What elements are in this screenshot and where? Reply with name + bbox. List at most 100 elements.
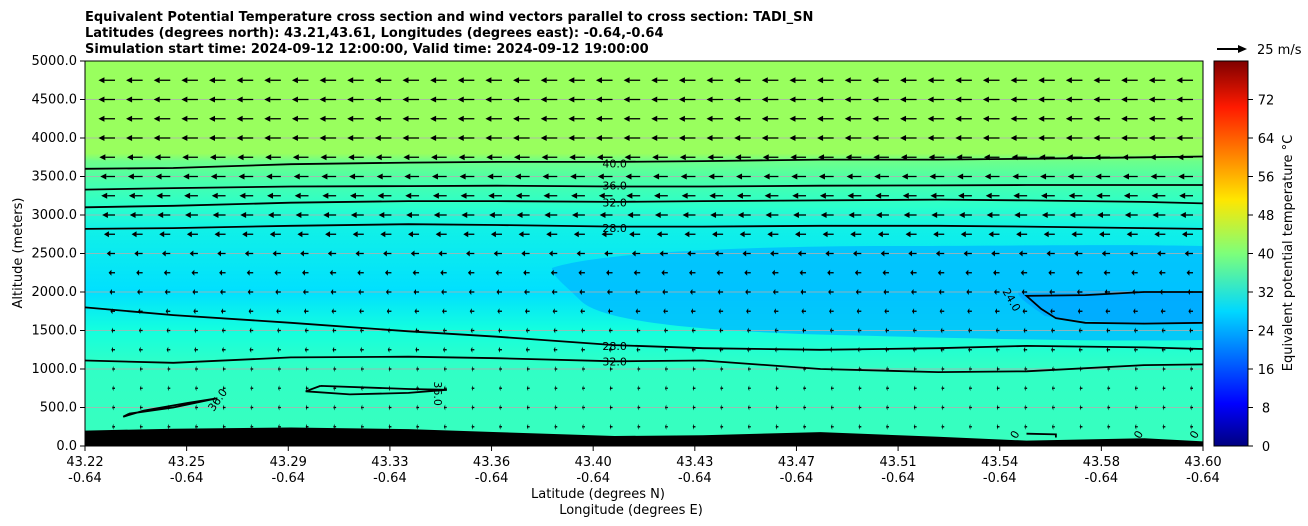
colorbar-tick-label: 56 [1258, 171, 1275, 186]
wind-vector-head [526, 385, 529, 392]
contour-line-36 [305, 385, 447, 396]
wind-vector-head [250, 385, 252, 392]
wind-vector-head [333, 366, 335, 372]
wind-vector-head [1176, 135, 1183, 141]
wind-vector-head [653, 173, 660, 180]
wind-vector-head [292, 154, 299, 161]
wind-vector-head [1010, 96, 1017, 103]
wind-vector-head [1023, 346, 1026, 353]
wind-vector-head [349, 173, 356, 180]
wind-vector-head [1149, 154, 1156, 161]
wind-vector-head [242, 231, 248, 238]
wind-vector-head [513, 96, 520, 103]
contour-label: 40.0 [602, 157, 627, 170]
wind-vector-head [1049, 289, 1052, 295]
wind-vector-head [237, 154, 244, 161]
wind-vector-head [608, 346, 611, 353]
wind-vector-head [304, 327, 307, 334]
x-tick-label-lon: -0.64 [475, 471, 509, 486]
wind-vector-head [845, 154, 852, 161]
wind-vector-head [609, 366, 612, 372]
wind-vector-head [1121, 135, 1128, 141]
wind-vector-head [319, 96, 326, 103]
wind-vector-head [319, 135, 326, 141]
wind-vector-head [195, 423, 197, 430]
wind-vector-head [466, 250, 470, 257]
wind-vector-head [222, 423, 225, 430]
wind-vector-head [968, 346, 970, 353]
cold-pool-region [552, 245, 1203, 341]
wind-vector-head [623, 96, 630, 103]
wind-vector-head [901, 173, 908, 180]
wind-vector-head [553, 327, 556, 334]
colorbar-gradient [1213, 60, 1249, 447]
wind-vector-head [278, 385, 280, 392]
wind-vector-head [404, 173, 411, 180]
wind-vector-head [817, 96, 824, 103]
wind-vector-head [679, 154, 686, 161]
wind-vector-head [1078, 327, 1081, 334]
wind-vector-head [210, 173, 217, 180]
wind-vector-head [184, 192, 191, 199]
wind-vector-head [269, 231, 275, 238]
wind-vector-head [607, 289, 610, 295]
wind-vector-head [264, 135, 271, 141]
wind-vector-head [185, 212, 191, 218]
wind-vector-head [236, 77, 243, 84]
wind-vector-head [327, 250, 332, 257]
colorbar-ticks: 0 8 16 24 32 40 48 56 64 72 [1248, 94, 1275, 455]
wind-vector-head [627, 212, 634, 218]
chart-title-line-3: Simulation start time: 2024-09-12 12:00:… [85, 42, 649, 57]
wind-vector-head [548, 250, 553, 257]
wind-vector-head [497, 308, 500, 315]
contour-line-32 [85, 355, 1203, 374]
wind-vector-head [138, 327, 141, 334]
wind-vector-head [830, 385, 833, 392]
wind-vector-head [680, 173, 687, 180]
wind-vector-head [955, 96, 962, 103]
wind-vector-head [291, 115, 298, 122]
wind-vector-head [303, 308, 306, 315]
wind-vector-head [908, 250, 913, 257]
wind-vector-head [803, 404, 805, 411]
wind-vector-head [848, 212, 855, 218]
x-tick-label-lat: 43.29 [270, 455, 307, 470]
wind-vector-head [1107, 423, 1109, 430]
wind-vector-head [597, 173, 604, 180]
wind-vector-head [375, 154, 382, 161]
wind-vector-head [470, 327, 473, 334]
wind-vector-head [430, 96, 437, 103]
x-axis-label-lat: Latitude (degrees N) [531, 487, 665, 502]
wind-vector-head [706, 135, 713, 141]
x-tick-label-lat: 43.60 [1184, 455, 1221, 470]
quiver-key-arrowhead [1238, 45, 1247, 53]
wind-vector-head [720, 366, 722, 372]
wind-vector-head [792, 192, 799, 199]
wind-vector-head [1097, 212, 1103, 218]
wind-vector-head [250, 366, 252, 372]
wind-vector-head [595, 135, 602, 141]
x-tick-label-lat: 43.36 [473, 455, 510, 470]
wind-vector-head [803, 385, 805, 392]
wind-vector-head [773, 308, 776, 315]
wind-vector-head [461, 212, 468, 218]
wind-vector-head [470, 346, 473, 353]
wind-vector-head [552, 308, 555, 315]
wind-vector-head [485, 135, 492, 141]
wind-vector-head [712, 231, 718, 238]
colorbar-tick-label: 24 [1258, 325, 1275, 340]
x-tick-label-lat: 43.33 [371, 455, 408, 470]
wind-vector-head [1159, 289, 1163, 295]
wind-vector-head [139, 423, 142, 430]
wind-vector-head [631, 250, 636, 257]
wind-vector-head [706, 77, 713, 84]
quiver-key: 25 m/s [1217, 43, 1302, 58]
wind-vector-head [844, 77, 851, 84]
wind-vector-head [982, 115, 989, 122]
wind-vector-head [387, 346, 390, 353]
wind-vector-head [192, 289, 195, 295]
wind-vector-head [1123, 192, 1130, 199]
wind-vector-head [1010, 115, 1017, 122]
wind-vector-head [793, 212, 799, 218]
wind-vector-head [165, 308, 168, 315]
